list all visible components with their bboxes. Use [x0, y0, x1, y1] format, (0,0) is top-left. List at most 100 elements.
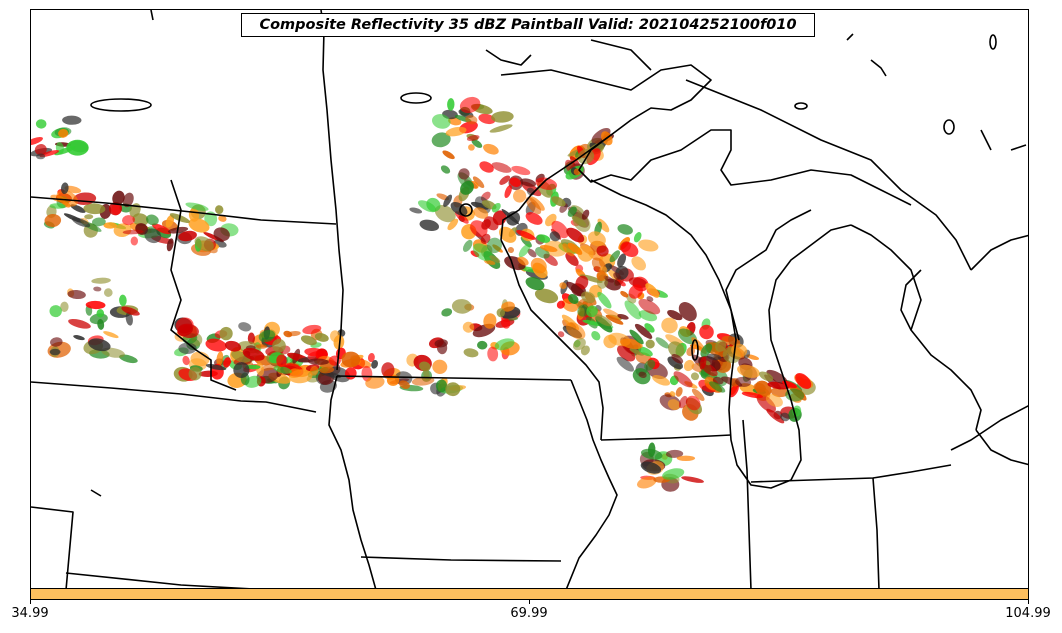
paintball-blob: [441, 308, 453, 317]
paintball-blob: [480, 233, 491, 245]
paintball-blob: [507, 246, 514, 254]
paintball-blob: [517, 256, 529, 266]
paintball-blob: [675, 387, 683, 397]
paintball-blob: [640, 448, 663, 460]
lake-canada-7: [1010, 144, 1027, 151]
paintball-blob: [471, 139, 483, 148]
paintball-blob: [223, 357, 232, 368]
paintball-blob: [629, 348, 644, 356]
paintball-blob: [111, 203, 121, 216]
paintball-blob: [691, 388, 705, 401]
border-ne-ks: [31, 506, 74, 588]
paintball-blob: [559, 282, 567, 289]
paintball-blob: [333, 334, 345, 350]
paintball-blob: [88, 338, 111, 352]
paintball-blob: [501, 301, 515, 312]
paintball-blob: [706, 353, 722, 361]
paintball-blob: [539, 245, 558, 252]
paintball-blob: [596, 270, 606, 281]
paintball-blob: [483, 313, 497, 329]
paintball-blob: [103, 222, 117, 229]
paintball-blob: [571, 215, 587, 227]
paintball-blob: [97, 318, 105, 330]
paintball-blob: [307, 358, 329, 365]
border-mn-canada: [150, 10, 154, 21]
paintball-blob: [213, 227, 230, 242]
map-canvas: [31, 10, 1028, 588]
border-ontario: [685, 79, 972, 271]
paintball-blob: [188, 366, 202, 381]
paintball-blob: [146, 214, 159, 226]
paintball-blob: [442, 150, 455, 160]
paintball-blob: [483, 143, 499, 155]
paintball-blob: [60, 301, 69, 312]
paintball-blob: [219, 326, 233, 341]
paintball-blob: [103, 331, 119, 339]
paintball-blob: [519, 178, 537, 187]
paintball-blob: [216, 351, 224, 367]
paintball-blob: [638, 239, 659, 252]
paintball-blob: [409, 207, 423, 214]
paintball-blob: [645, 339, 655, 349]
paintball-blob: [152, 223, 171, 235]
paintball-blob: [516, 229, 536, 240]
paintball-blob: [591, 330, 601, 341]
islands-superior: [590, 39, 652, 71]
paintball-blob: [440, 165, 451, 174]
paintball-blob: [668, 341, 685, 358]
paintball-blob: [631, 256, 646, 271]
paintball-blob: [603, 275, 615, 283]
paintball-blob: [462, 239, 473, 252]
paintball-blob: [289, 368, 301, 376]
paintball-blob: [309, 365, 319, 376]
paintball-blob: [144, 228, 162, 244]
paintball-blob: [31, 137, 43, 146]
paintball-blob: [683, 359, 695, 372]
paintball-blob: [112, 190, 125, 206]
paintball-blob: [302, 324, 322, 335]
paintball-blob: [609, 250, 621, 263]
paintball-blob: [669, 391, 676, 397]
colorbar-tick-mid: [529, 600, 530, 604]
paintball-blob: [445, 126, 467, 137]
paintball-blob: [594, 314, 613, 327]
paintball-blob: [85, 300, 106, 310]
paintball-blob: [565, 252, 579, 266]
paintball-blob: [577, 245, 594, 262]
paintball-blob: [371, 360, 379, 369]
border-mn-west: [320, 10, 344, 371]
paintball-blob: [188, 218, 210, 233]
paintball-blob: [319, 366, 335, 374]
paintball-blob: [92, 217, 106, 227]
paintball-blob: [652, 375, 671, 386]
paintball-blob: [35, 119, 47, 129]
paintball-blob: [603, 308, 622, 320]
paintball-blob: [470, 201, 489, 210]
paintball-blob: [667, 310, 683, 321]
paintball-blob: [49, 203, 66, 209]
paintball-blob: [468, 144, 475, 151]
paintball-blob: [530, 257, 547, 274]
missouri-river: [170, 179, 237, 391]
paintball-blob: [341, 351, 361, 368]
lake-sd-1: [90, 489, 102, 497]
border-ia-mo: [360, 556, 562, 562]
paintball-blob: [432, 359, 448, 374]
colorbar-label-mid: 69.99: [510, 606, 548, 621]
paintball-blob: [644, 323, 655, 333]
paintball-blob: [701, 362, 718, 377]
paintball-blob: [473, 207, 489, 219]
paintball-blob: [49, 348, 61, 356]
paintball-blob: [795, 372, 812, 390]
paintball-blob: [489, 124, 513, 133]
paintball-blob: [673, 371, 693, 388]
paintball-blob: [624, 300, 642, 320]
paintball-blob: [580, 291, 596, 304]
paintball-blob: [661, 317, 678, 334]
paintball-blob: [58, 128, 69, 138]
border-sd-nd: [31, 196, 337, 225]
paintball-blob: [119, 354, 138, 364]
lake-canada-1: [989, 34, 997, 50]
paintball-blob: [489, 255, 501, 263]
paintball-blob: [681, 476, 704, 483]
